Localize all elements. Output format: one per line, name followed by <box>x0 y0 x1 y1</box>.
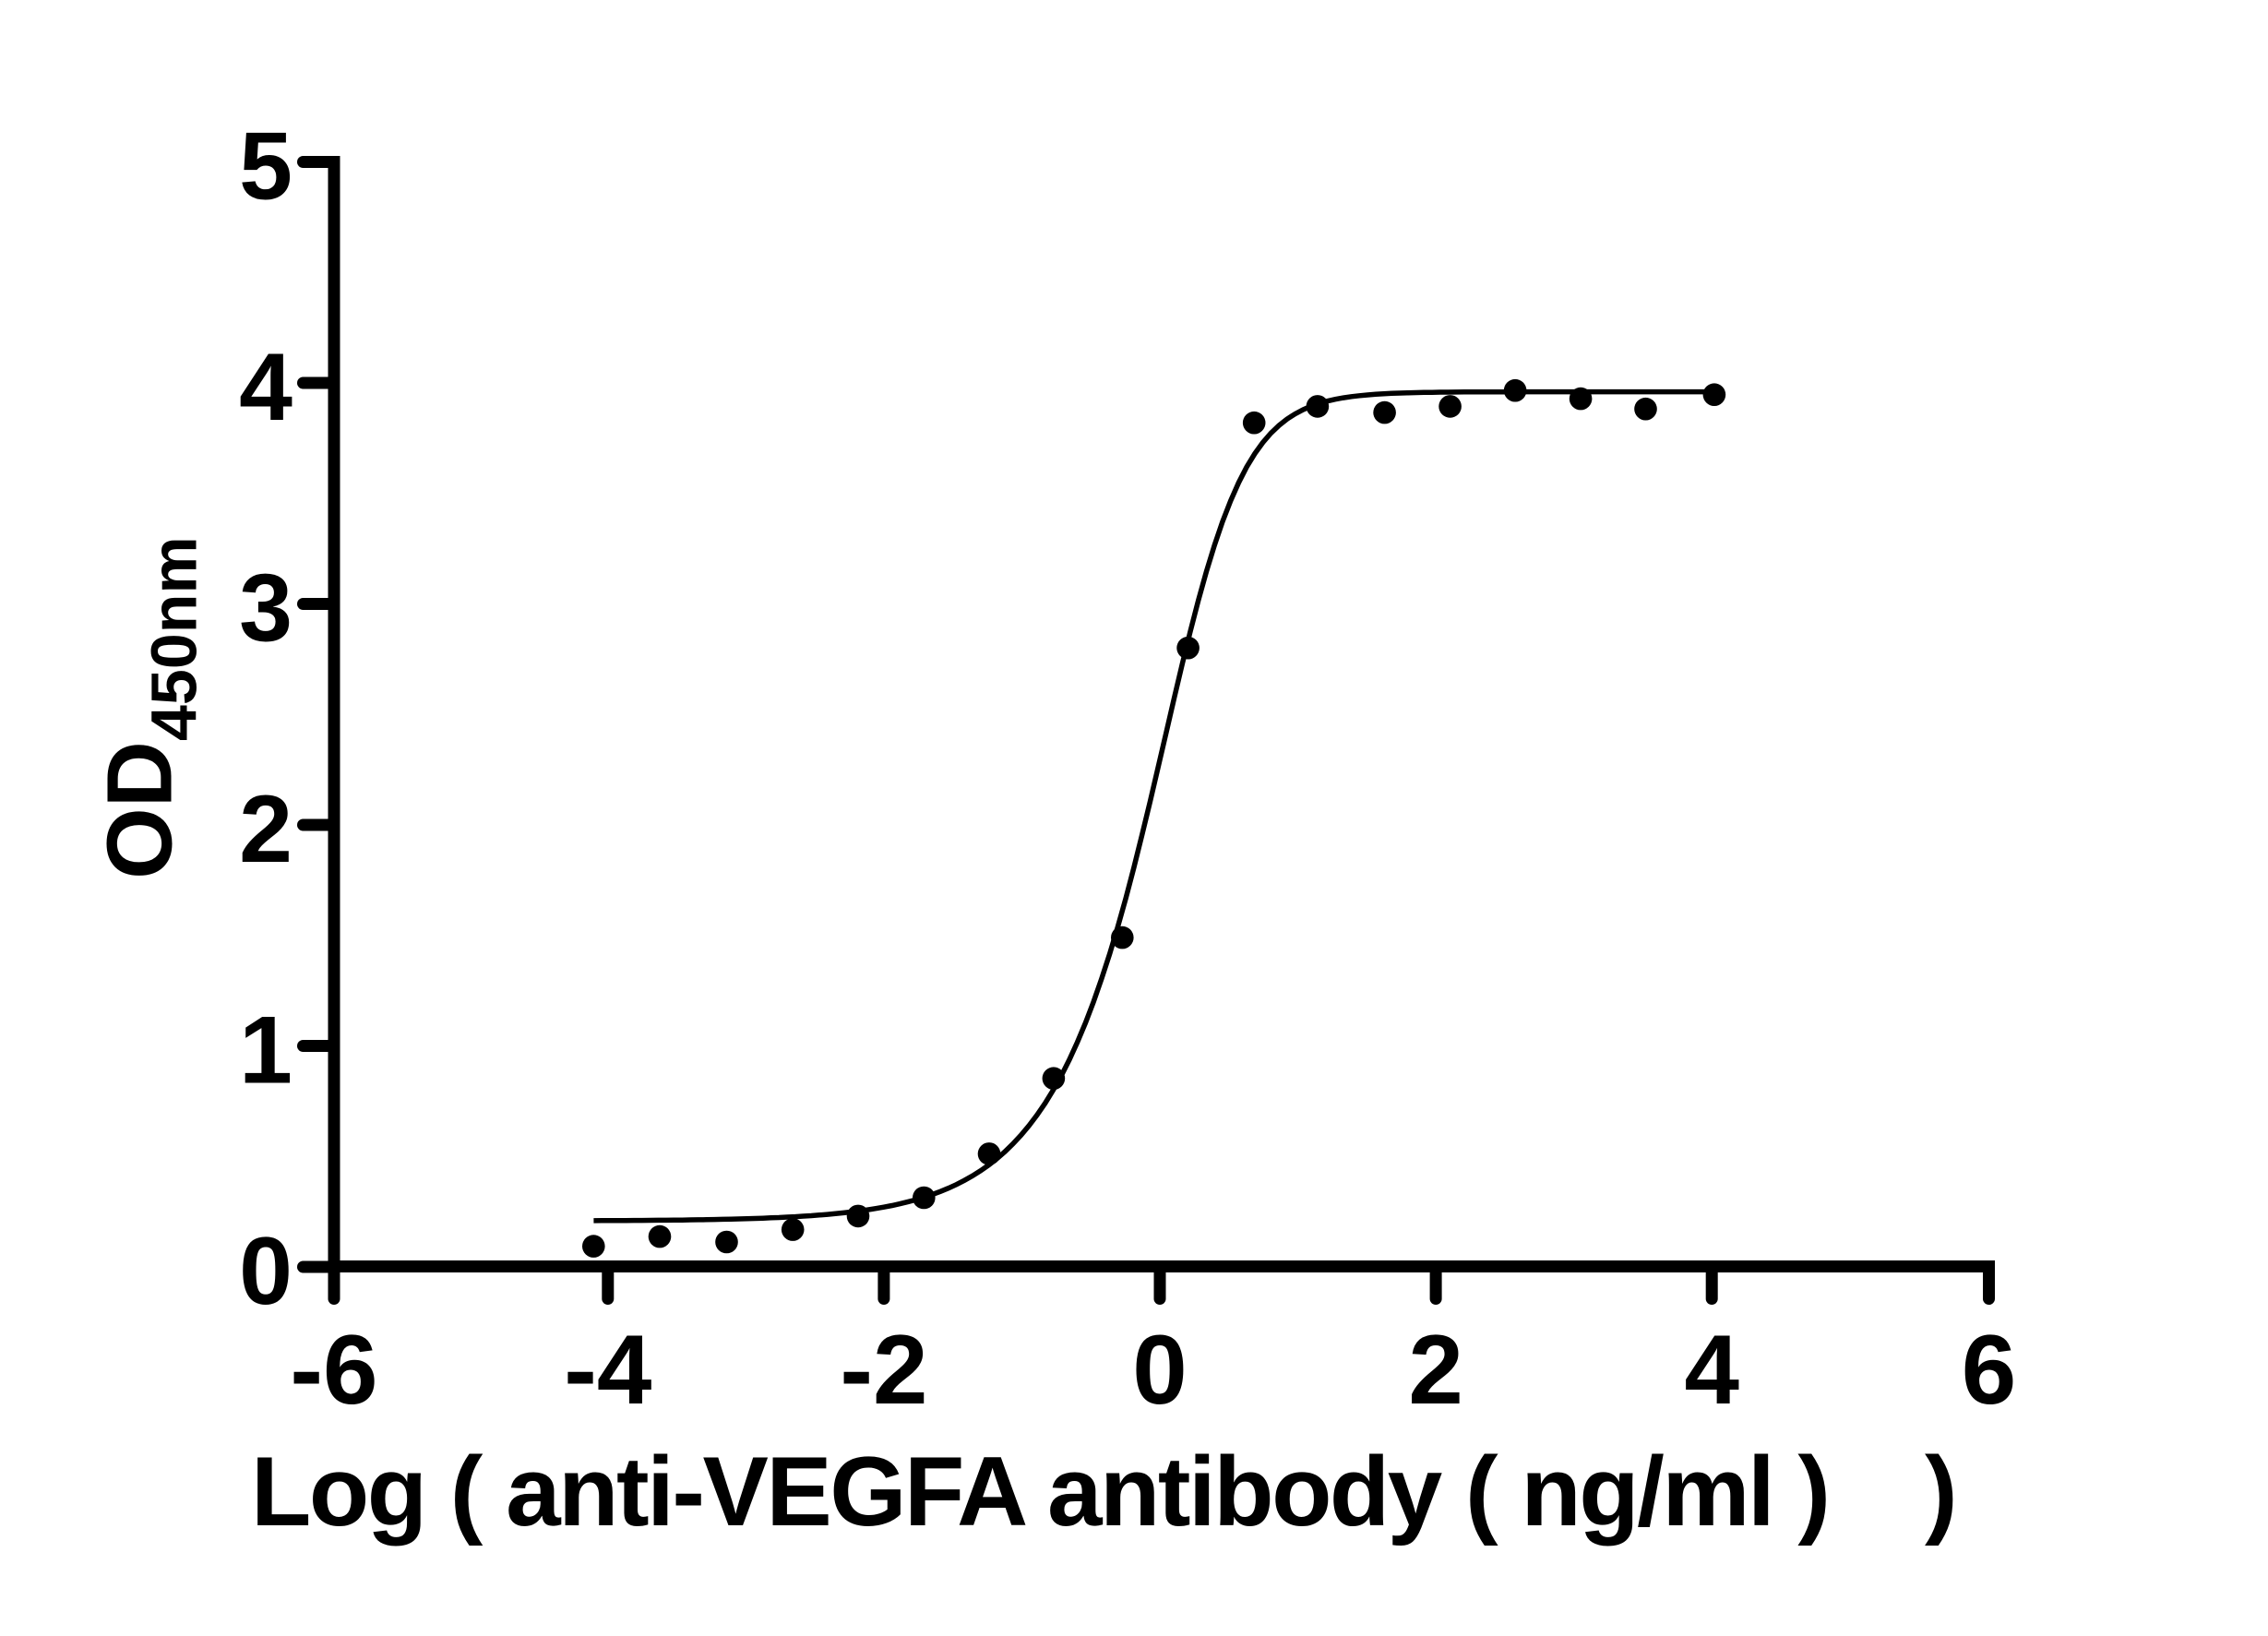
svg-text:0: 0 <box>1132 1314 1188 1425</box>
svg-text:4: 4 <box>1684 1314 1739 1425</box>
svg-text:-2: -2 <box>840 1314 927 1425</box>
svg-text:Log ( anti-VEGFA antibody ( ng: Log ( anti-VEGFA antibody ( ng/ml ) ) <box>251 1436 1955 1546</box>
svg-text:1: 1 <box>239 997 292 1105</box>
svg-text:-6: -6 <box>290 1314 377 1425</box>
svg-text:3: 3 <box>239 555 292 663</box>
svg-text:2: 2 <box>1408 1314 1463 1425</box>
svg-text:0: 0 <box>239 1218 292 1325</box>
svg-text:4: 4 <box>239 334 292 441</box>
svg-text:2: 2 <box>239 776 292 883</box>
svg-text:5: 5 <box>239 113 292 221</box>
svg-text:6: 6 <box>1962 1314 2017 1425</box>
svg-text:-4: -4 <box>564 1314 651 1425</box>
